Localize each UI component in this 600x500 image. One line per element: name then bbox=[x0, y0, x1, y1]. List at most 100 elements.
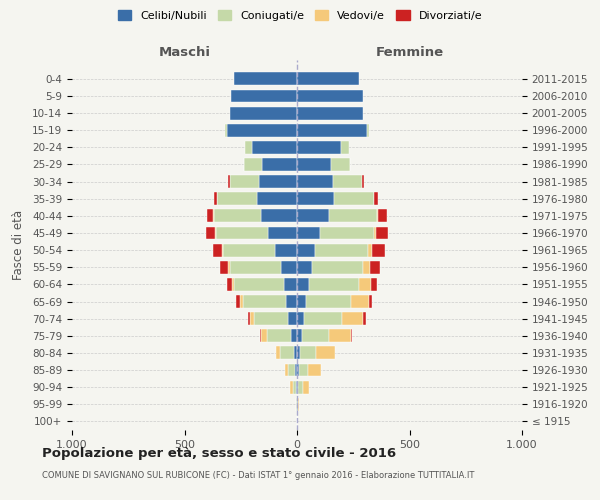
Bar bbox=[297, 192, 334, 205]
Y-axis label: Anni di nascita: Anni di nascita bbox=[596, 202, 600, 288]
Bar bbox=[293, 381, 296, 394]
Bar bbox=[288, 364, 295, 376]
Bar bbox=[351, 295, 369, 308]
Bar bbox=[297, 364, 299, 376]
Bar bbox=[306, 295, 351, 308]
Bar bbox=[368, 244, 373, 256]
Bar bbox=[229, 106, 297, 120]
Bar bbox=[371, 278, 377, 291]
Bar bbox=[297, 381, 298, 394]
Bar bbox=[284, 364, 288, 376]
Bar bbox=[214, 210, 261, 222]
Bar bbox=[215, 226, 216, 239]
Bar bbox=[230, 90, 297, 102]
Bar bbox=[266, 330, 292, 342]
Bar bbox=[362, 175, 364, 188]
Bar bbox=[245, 141, 252, 154]
Bar bbox=[216, 226, 268, 239]
Bar bbox=[301, 346, 316, 360]
Bar bbox=[229, 175, 259, 188]
Bar bbox=[297, 124, 367, 136]
Bar bbox=[275, 244, 297, 256]
Bar bbox=[297, 175, 333, 188]
Bar bbox=[225, 124, 227, 136]
Bar bbox=[250, 312, 254, 325]
Bar bbox=[316, 346, 335, 360]
Bar bbox=[302, 330, 329, 342]
Bar bbox=[292, 330, 297, 342]
Bar bbox=[212, 244, 221, 256]
Bar bbox=[297, 312, 304, 325]
Y-axis label: Fasce di età: Fasce di età bbox=[12, 210, 25, 280]
Bar bbox=[227, 124, 297, 136]
Bar bbox=[295, 364, 297, 376]
Bar bbox=[298, 398, 299, 410]
Bar bbox=[297, 72, 359, 86]
Bar bbox=[297, 295, 306, 308]
Bar bbox=[260, 330, 261, 342]
Bar bbox=[259, 175, 297, 188]
Legend: Celibi/Nubili, Coniugati/e, Vedovi/e, Divorziati/e: Celibi/Nubili, Coniugati/e, Vedovi/e, Di… bbox=[113, 6, 487, 25]
Bar bbox=[297, 226, 320, 239]
Bar bbox=[370, 261, 380, 274]
Bar bbox=[297, 398, 298, 410]
Bar bbox=[298, 381, 302, 394]
Bar bbox=[304, 312, 342, 325]
Bar bbox=[236, 295, 239, 308]
Bar bbox=[243, 295, 286, 308]
Bar bbox=[217, 192, 257, 205]
Bar bbox=[374, 192, 379, 205]
Bar bbox=[377, 210, 378, 222]
Bar bbox=[290, 381, 293, 394]
Bar bbox=[239, 295, 243, 308]
Bar bbox=[373, 226, 376, 239]
Bar bbox=[311, 261, 364, 274]
Bar bbox=[223, 244, 275, 256]
Bar bbox=[268, 226, 297, 239]
Bar bbox=[228, 261, 229, 274]
Bar bbox=[364, 312, 365, 325]
Bar bbox=[315, 244, 368, 256]
Bar bbox=[275, 346, 280, 360]
Bar bbox=[227, 278, 232, 291]
Bar bbox=[220, 261, 228, 274]
Bar bbox=[244, 158, 262, 171]
Bar bbox=[334, 192, 373, 205]
Bar bbox=[329, 210, 377, 222]
Bar bbox=[299, 364, 308, 376]
Bar bbox=[206, 226, 215, 239]
Bar bbox=[333, 175, 362, 188]
Bar bbox=[367, 124, 369, 136]
Bar bbox=[206, 210, 214, 222]
Bar bbox=[342, 312, 364, 325]
Bar bbox=[297, 106, 364, 120]
Bar bbox=[308, 364, 320, 376]
Bar bbox=[297, 210, 329, 222]
Bar bbox=[284, 278, 297, 291]
Bar bbox=[229, 261, 281, 274]
Bar bbox=[234, 72, 297, 86]
Text: COMUNE DI SAVIGNANO SUL RUBICONE (FC) - Dati ISTAT 1° gennaio 2016 - Elaborazion: COMUNE DI SAVIGNANO SUL RUBICONE (FC) - … bbox=[42, 470, 475, 480]
Bar bbox=[280, 346, 293, 360]
Bar bbox=[341, 141, 349, 154]
Bar bbox=[254, 312, 288, 325]
Text: Femmine: Femmine bbox=[376, 46, 443, 59]
Bar bbox=[297, 346, 301, 360]
Bar bbox=[297, 330, 302, 342]
Bar bbox=[252, 141, 297, 154]
Bar bbox=[364, 261, 370, 274]
Text: Maschi: Maschi bbox=[158, 46, 211, 59]
Bar bbox=[257, 192, 297, 205]
Bar bbox=[288, 312, 297, 325]
Bar bbox=[378, 210, 387, 222]
Bar bbox=[351, 330, 352, 342]
Bar bbox=[331, 158, 350, 171]
Bar bbox=[297, 90, 364, 102]
Bar bbox=[262, 158, 297, 171]
Text: Popolazione per età, sesso e stato civile - 2016: Popolazione per età, sesso e stato civil… bbox=[42, 448, 396, 460]
Bar bbox=[297, 261, 311, 274]
Bar bbox=[232, 278, 234, 291]
Bar bbox=[310, 278, 359, 291]
Bar bbox=[214, 192, 217, 205]
Bar bbox=[281, 261, 297, 274]
